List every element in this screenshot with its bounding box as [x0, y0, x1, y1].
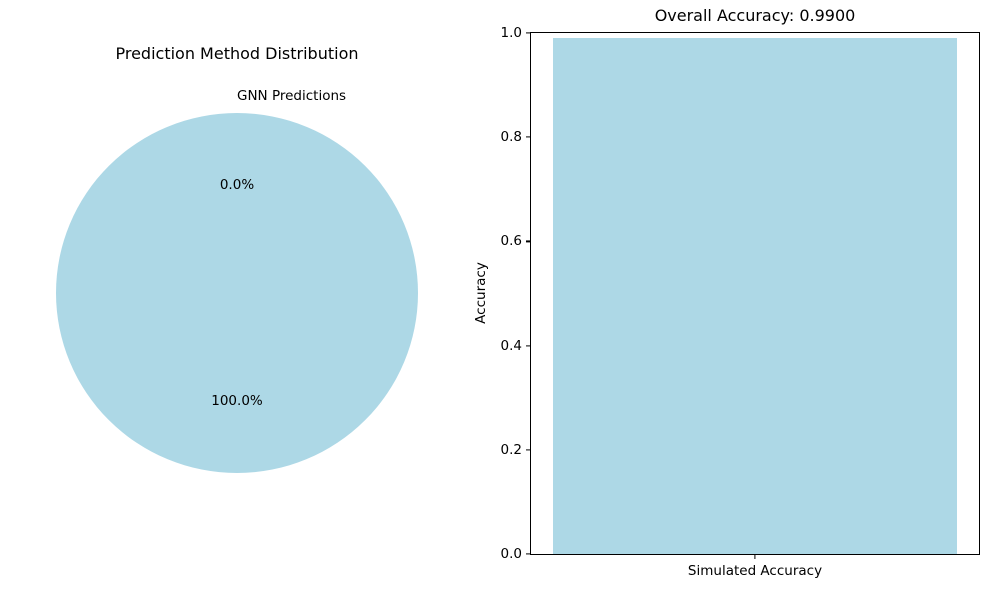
- pie-percentage-llm-rules: 100.0%: [211, 393, 263, 409]
- accuracy-bar: [553, 38, 957, 554]
- x-tick-label-simulated-accuracy: Simulated Accuracy: [687, 563, 823, 579]
- y-axis-label: Accuracy: [473, 262, 489, 324]
- y-tick-mark: [526, 345, 531, 347]
- pie-slice-label-gnn-predictions: GNN Predictions: [237, 88, 347, 104]
- pie-circle: [56, 113, 418, 473]
- y-tick-mark: [526, 136, 531, 138]
- y-tick-label: 0.4: [500, 337, 522, 354]
- y-tick-label: 0.2: [500, 441, 522, 458]
- y-tick-label: 0.0: [500, 546, 522, 562]
- pie-percentage-gnn-predictions: 0.0%: [219, 177, 255, 193]
- y-tick-mark: [526, 240, 531, 242]
- bar-axes: 0.0 0.2 0.4 0.6 0.8 1.0: [501, 25, 980, 562]
- y-tick-mark: [526, 449, 531, 451]
- y-tick-label: 0.8: [500, 129, 522, 146]
- y-tick-mark: [526, 32, 531, 34]
- y-tick-mark: [526, 553, 531, 555]
- pie-chart-panel: Prediction Method Distribution GNN Predi…: [0, 0, 474, 590]
- pie-chart-title: Prediction Method Distribution: [115, 44, 359, 63]
- y-tick-label: 1.0: [500, 25, 522, 41]
- bar-chart-title: Overall Accuracy: 0.9900: [654, 6, 856, 25]
- y-tick-label: 0.6: [500, 233, 522, 250]
- x-tick-mark: [754, 554, 756, 559]
